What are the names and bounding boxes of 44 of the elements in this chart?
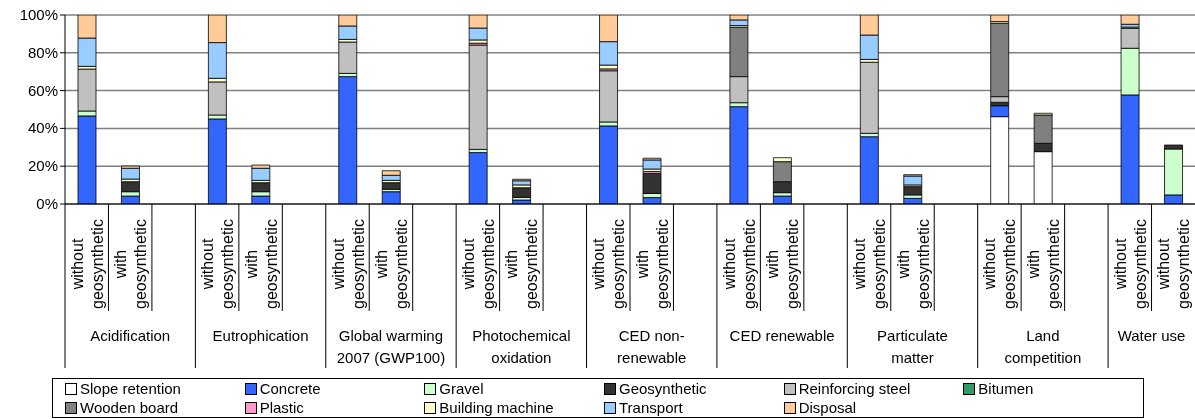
text: Land competition <box>1003 326 1083 368</box>
x-tick-label: with geosynthetic <box>242 219 280 309</box>
legend-label: Reinforcing steel <box>798 380 911 399</box>
x-tick-label: without geosynthetic <box>851 219 889 309</box>
x-tick-label: with geosynthetic <box>503 219 541 309</box>
x-tick-label: without geosynthetic <box>590 219 628 309</box>
x-tick-label: without geosynthetic <box>1155 219 1193 309</box>
x-tick-label: without geosynthetic <box>199 219 237 309</box>
legend-label: Geosynthetic <box>619 380 707 399</box>
y-tick-label: 40% <box>27 119 58 137</box>
x-tick-label: without geosynthetic <box>329 219 367 309</box>
text: Global warming 2007 (GWP100) <box>335 326 446 368</box>
text: Particulate matter <box>876 326 949 368</box>
y-tick-label: 80% <box>27 43 58 61</box>
legend-label: Building machine <box>439 398 554 417</box>
text: Water use <box>1116 326 1187 346</box>
text: CED non-renewable <box>616 326 688 368</box>
x-tick-label: without geosynthetic <box>68 219 106 309</box>
legend-label: Transport <box>619 398 683 417</box>
x-tick-label: with geosynthetic <box>764 219 802 309</box>
legend-label: Wooden board <box>80 398 179 417</box>
x-tick-label: with geosynthetic <box>372 219 410 309</box>
y-tick-label: 100% <box>19 6 58 23</box>
legend-label: Plastic <box>259 398 304 417</box>
text: Eutrophication <box>211 326 310 346</box>
legend-label: Slope retention <box>80 380 181 399</box>
x-tick-label: with geosynthetic <box>894 219 932 309</box>
y-tick-label: 20% <box>27 157 58 175</box>
x-tick-label: with geosynthetic <box>1024 219 1062 309</box>
y-tick-label: 0% <box>36 195 58 212</box>
x-tick-label: without geosynthetic <box>981 219 1019 309</box>
legend-label: Bitumen <box>978 380 1034 399</box>
legend-label: Concrete <box>259 380 321 399</box>
text: CED renewable <box>728 326 836 346</box>
x-tick-label: without geosynthetic <box>1111 219 1149 309</box>
legend-label: Gravel <box>439 380 484 399</box>
x-tick-label: with geosynthetic <box>633 219 671 309</box>
x-tick-label: without geosynthetic <box>459 219 497 309</box>
x-tick-label: without geosynthetic <box>720 219 758 309</box>
legend-label: Disposal <box>798 398 857 417</box>
y-tick-label: 60% <box>27 81 58 99</box>
text: Photochemical oxidation <box>471 326 572 368</box>
text: Acidification <box>89 326 172 346</box>
x-tick-label: with geosynthetic <box>112 219 150 309</box>
